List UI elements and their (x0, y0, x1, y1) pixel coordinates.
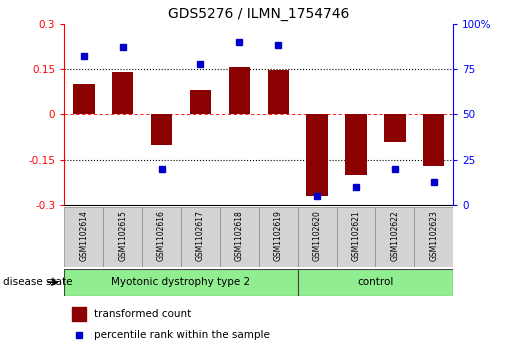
Bar (73, 84, 95, 114)
Bar (72, 307, 86, 321)
Text: Myotonic dystrophy type 2: Myotonic dystrophy type 2 (111, 277, 251, 287)
Bar (181, 207, 220, 267)
Bar (142, 207, 181, 267)
Bar (384, 114, 406, 142)
Bar (259, 207, 298, 267)
Bar (298, 269, 453, 296)
Bar (306, 114, 328, 196)
Text: GSM1102623: GSM1102623 (430, 210, 438, 261)
Title: GDS5276 / ILMN_1754746: GDS5276 / ILMN_1754746 (168, 7, 350, 21)
Bar (112, 72, 133, 114)
Text: GSM1102614: GSM1102614 (79, 210, 88, 261)
Bar (64, 269, 298, 296)
Bar (337, 207, 375, 267)
Text: transformed count: transformed count (94, 309, 191, 319)
Text: GSM1102617: GSM1102617 (196, 210, 205, 261)
Text: GSM1102619: GSM1102619 (274, 210, 283, 261)
Bar (375, 207, 414, 267)
Bar (190, 90, 211, 114)
Bar (298, 207, 336, 267)
Bar (103, 207, 142, 267)
Text: GSM1102620: GSM1102620 (313, 210, 321, 261)
Bar (229, 68, 250, 114)
Text: GSM1102616: GSM1102616 (157, 210, 166, 261)
Bar (267, 70, 289, 114)
Bar (220, 207, 259, 267)
Text: GSM1102615: GSM1102615 (118, 210, 127, 261)
Text: GSM1102618: GSM1102618 (235, 210, 244, 261)
Text: GSM1102622: GSM1102622 (390, 210, 399, 261)
Text: disease state: disease state (3, 277, 72, 287)
Bar (64, 207, 103, 267)
Bar (151, 114, 173, 144)
Text: control: control (357, 277, 393, 287)
Text: GSM1102621: GSM1102621 (352, 210, 360, 261)
Bar (414, 207, 453, 267)
Text: percentile rank within the sample: percentile rank within the sample (94, 330, 269, 340)
Bar (345, 114, 367, 175)
Bar (423, 114, 444, 166)
